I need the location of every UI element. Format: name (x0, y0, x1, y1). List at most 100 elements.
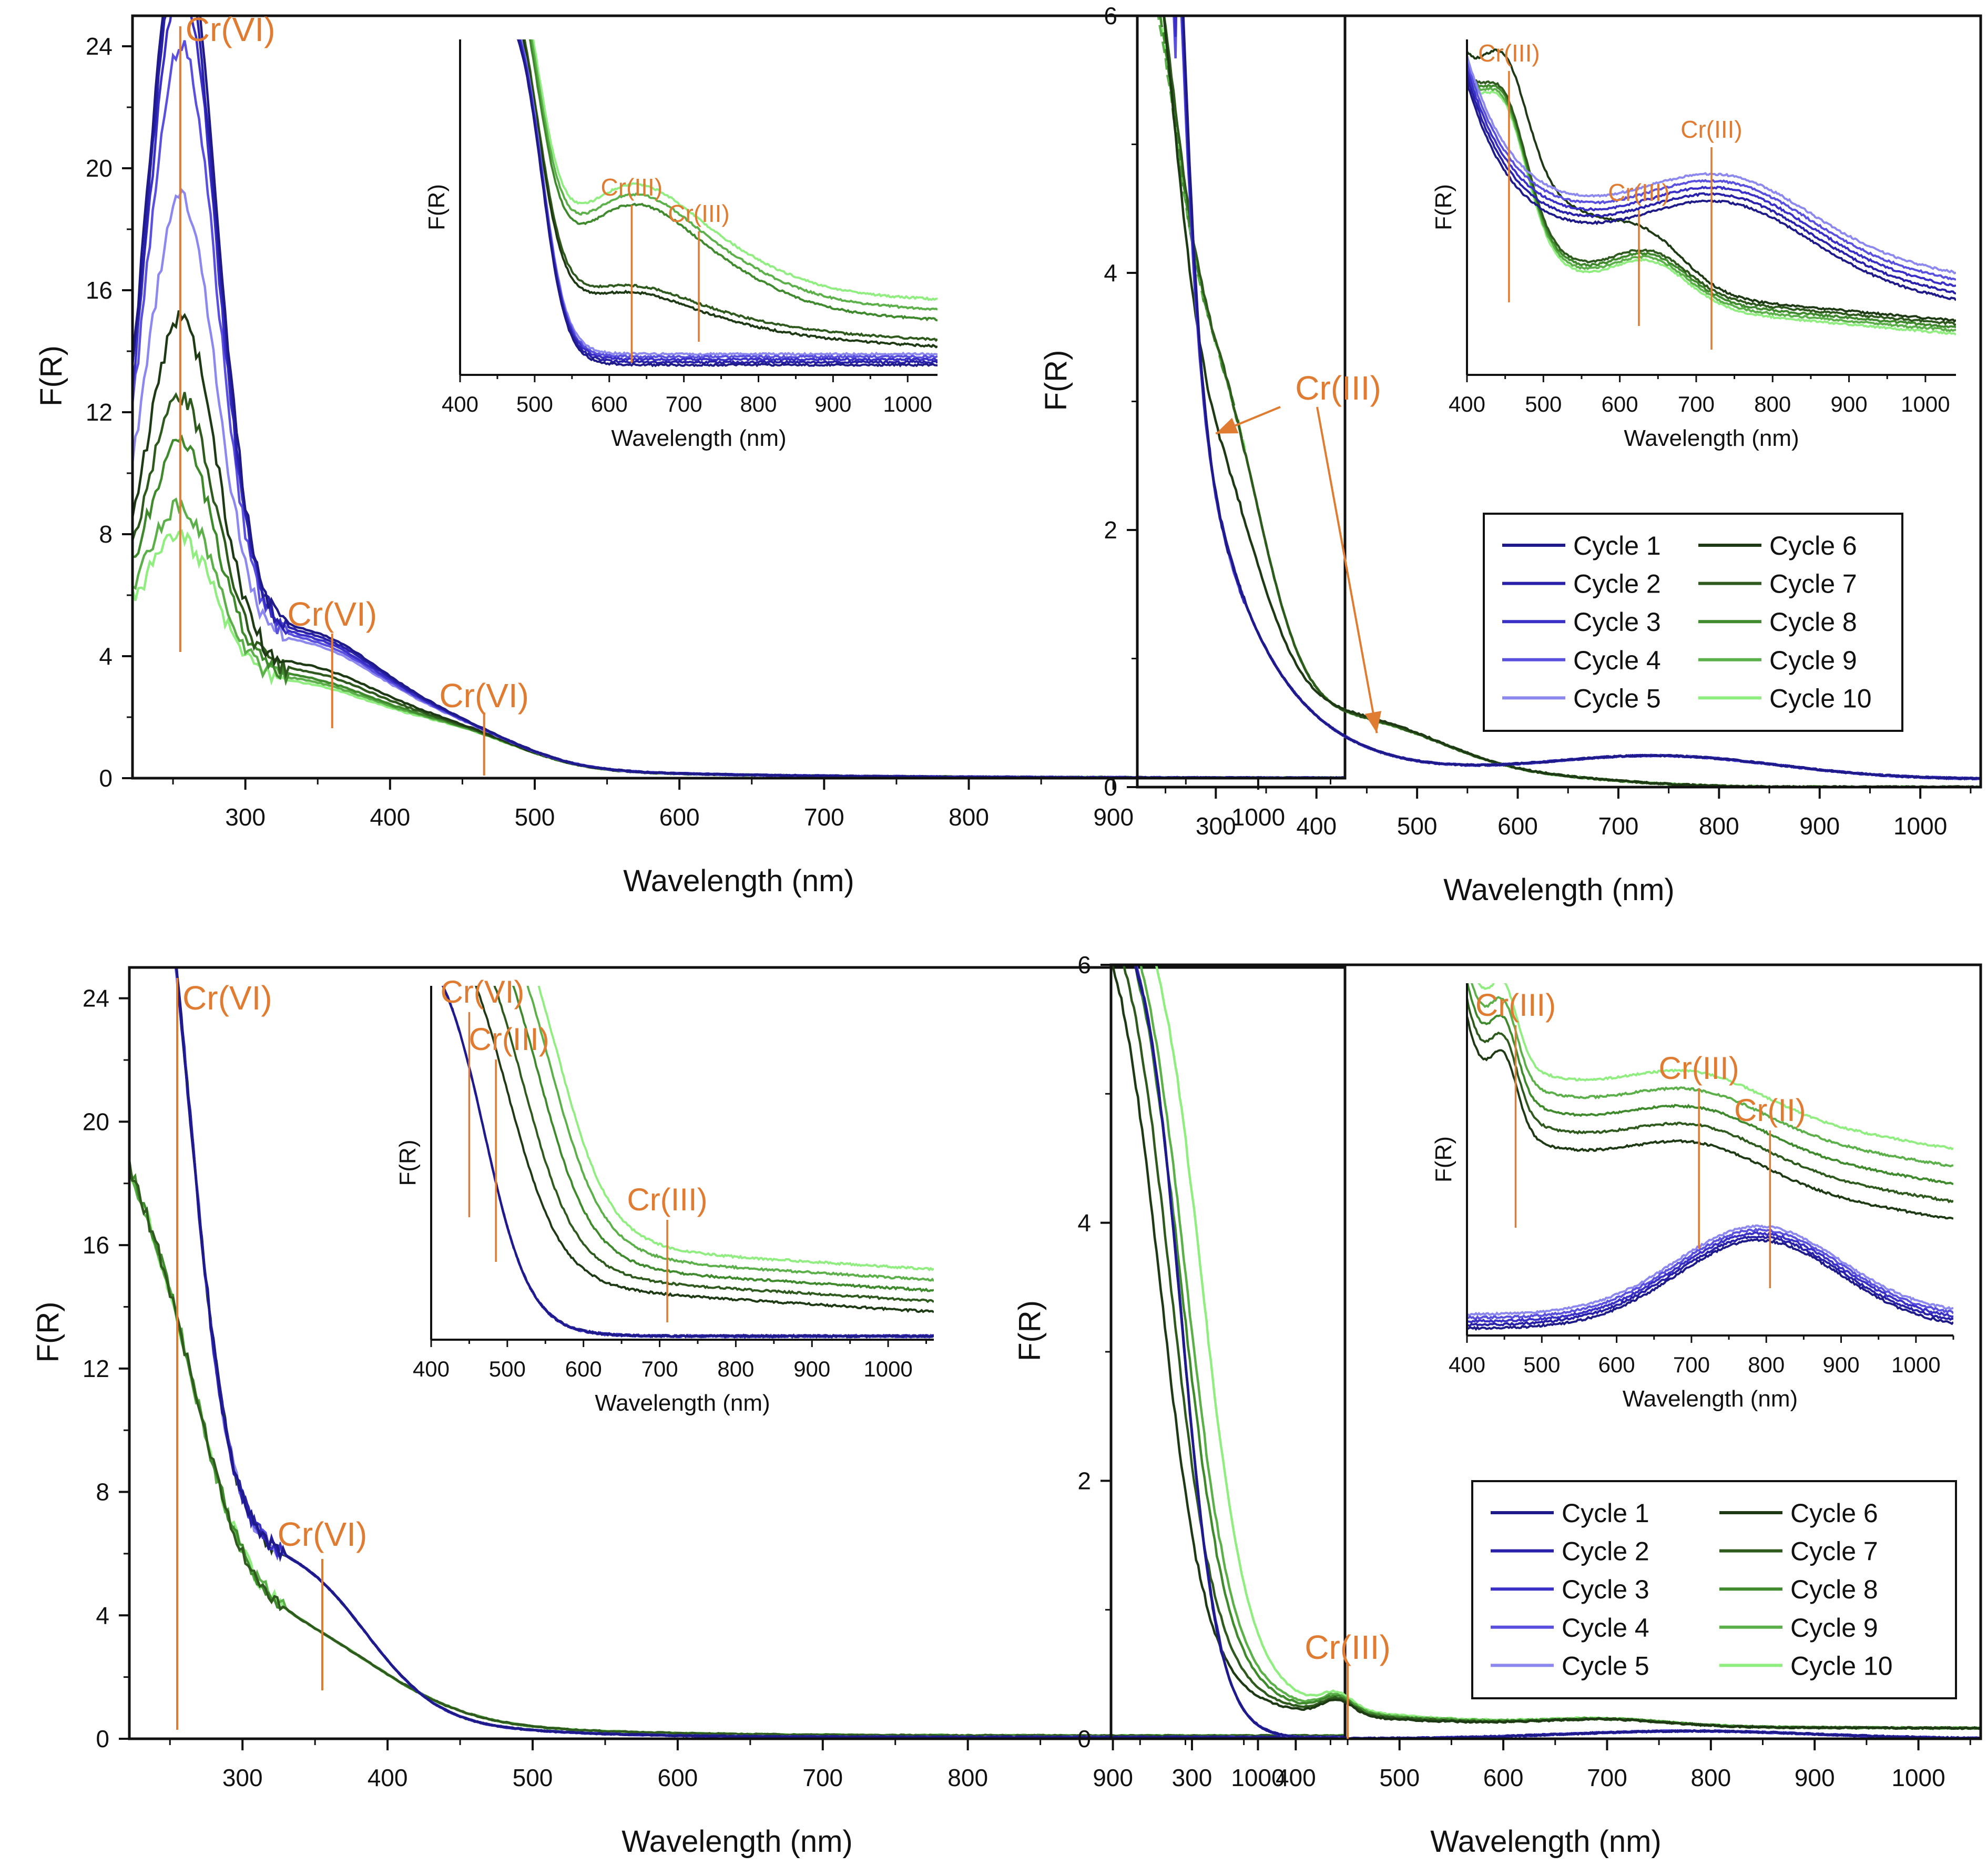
inset-x-tick-label: 800 (1754, 392, 1791, 416)
panel-d: 300 400 500 600 700 800 900 1000 0 2 4 6 Wavelength … (1013, 951, 1982, 1859)
x-axis-label: Wavelength (nm) (1443, 873, 1674, 907)
y-tick-label: 0 (96, 1725, 109, 1752)
x-tick-label: 500 (1379, 1764, 1420, 1791)
y-axis-label: F(R) (31, 1302, 65, 1363)
x-tick-label: 300 (222, 1764, 263, 1791)
y-tick-label: 12 (86, 399, 113, 426)
y-tick-label: 4 (96, 1602, 109, 1629)
inset-x-tick-label: 700 (1673, 1352, 1710, 1377)
x-axis-label: Wavelength (nm) (1430, 1824, 1661, 1859)
x-tick-label: 800 (1699, 812, 1739, 840)
inset-annotation-label: Cr(III) (468, 1022, 549, 1057)
series-group (129, 967, 1345, 1739)
inset-series-group (517, 39, 938, 368)
legend-entry: Cycle 3 (1573, 607, 1661, 637)
inset: 400 500 600 700 800 900 1000 Wavelength (nm) F(R… (1431, 983, 1954, 1412)
x-tick-label: 1000 (1893, 812, 1947, 840)
legend-entry: Cycle 1 (1573, 531, 1661, 560)
x-tick-label: 300 (1196, 812, 1236, 840)
inset-series-group (1467, 983, 1953, 1331)
inset-x-axis-label: Wavelength (nm) (611, 425, 786, 451)
x-tick-label: 400 (368, 1764, 408, 1791)
inset-y-axis-label: F(R) (1431, 184, 1456, 230)
annotation-label: Cr(VI) (439, 677, 529, 715)
y-tick-label: 20 (83, 1108, 109, 1135)
inset-annotation-label: Cr(III) (601, 174, 663, 201)
series-line-cycle-6 (1111, 965, 1981, 1730)
y-tick-label: 4 (99, 643, 113, 670)
inset: 400 500 600 700 800 900 1000 Wavelength (nm) F(R… (1431, 39, 1956, 451)
inset-series-line-cycle-7 (1467, 997, 1953, 1204)
inset-series-line-cycle-9 (526, 986, 934, 1282)
y-tick-label: 0 (1104, 773, 1117, 801)
inset-x-tick-label: 700 (641, 1357, 678, 1381)
panel-a: 300 400 500 600 700 800 900 100004812162024Wave… (34, 11, 1347, 898)
inset-series-line-cycle-10 (537, 986, 934, 1272)
inset-series-group (441, 986, 934, 1339)
x-tick-label: 1000 (1231, 803, 1285, 831)
legend-entry: Cycle 3 (1562, 1575, 1649, 1604)
inset-x-tick-label: 400 (442, 392, 478, 416)
inset-x-tick-label: 400 (413, 1357, 450, 1381)
inset-annotation-label: Cr(II) (1734, 1093, 1806, 1128)
legend-entry: Cycle 9 (1769, 646, 1857, 675)
inset-x-tick-label: 700 (1678, 392, 1715, 416)
y-tick-label: 2 (1077, 1467, 1091, 1494)
series-line-cycle-6 (133, 310, 1345, 778)
plot-frame (131, 14, 1347, 780)
legend-entry: Cycle 9 (1790, 1613, 1878, 1643)
series-group (1157, 16, 1981, 787)
inset-x-axis-label: Wavelength (nm) (595, 1390, 770, 1416)
inset-annotation-label: Cr(VI) (440, 974, 524, 1010)
x-tick-label: 700 (1598, 812, 1639, 840)
inset-bg (431, 986, 934, 1340)
legend-entry: Cycle 6 (1769, 531, 1857, 560)
y-tick-label: 24 (83, 985, 109, 1012)
x-tick-label: 900 (1093, 803, 1134, 831)
x-tick-label: 900 (1795, 1764, 1835, 1791)
inset-annotation-label: Cr(III) (1608, 179, 1670, 206)
inset-annotation-label: Cr(III) (1475, 987, 1556, 1023)
inset-x-tick-label: 1000 (1891, 1352, 1940, 1377)
x-tick-label: 800 (947, 1764, 988, 1791)
inset-x-tick-label: 600 (1602, 392, 1638, 416)
inset: 400 500 600 700 800 900 1000 Wavelength (nm) F(R… (395, 974, 934, 1416)
y-axis-label: F(R) (1013, 1300, 1047, 1361)
series-line-cycle-10 (133, 529, 1345, 778)
inset-x-tick-label: 600 (591, 392, 628, 416)
x-tick-label: 600 (659, 803, 700, 831)
inset-x-tick-label: 800 (1748, 1352, 1785, 1377)
inset-y-axis-label: F(R) (395, 1140, 421, 1186)
x-tick-label: 500 (1397, 812, 1438, 840)
legend: Cycle 1 Cycle 2 Cycle 3 Cycle 4 Cycle 5 Cycle… (1471, 1480, 1957, 1699)
inset-x-tick-label: 900 (1831, 392, 1868, 416)
y-tick-label: 8 (96, 1479, 109, 1506)
inset-x-tick-label: 400 (1449, 1352, 1485, 1377)
series-line-cycle-1 (1182, 16, 1981, 780)
annotation-label: Cr(III) (1295, 369, 1381, 407)
series-group (1111, 965, 1981, 1739)
x-tick-label: 800 (949, 803, 989, 831)
x-tick-label: 900 (1799, 812, 1840, 840)
x-tick-label: 400 (1276, 1764, 1316, 1791)
legend-entry: Cycle 5 (1562, 1651, 1649, 1680)
annotation-label: Cr(VI) (278, 1515, 368, 1553)
x-tick-label: 400 (1296, 812, 1337, 840)
legend-entry: Cycle 1 (1562, 1498, 1649, 1528)
inset-x-tick-label: 1000 (863, 1357, 912, 1381)
y-tick-label: 6 (1077, 951, 1091, 978)
inset-x-tick-label: 600 (1598, 1352, 1635, 1377)
annotation-arrow (1316, 406, 1378, 733)
inset-series-line-cycle-9 (531, 39, 938, 311)
inset-x-tick-label: 700 (666, 392, 702, 416)
inset-series-line-cycle-6 (475, 986, 934, 1313)
x-tick-label: 600 (658, 1764, 698, 1791)
x-tick-label: 1000 (1231, 1764, 1285, 1791)
legend-entry: Cycle 2 (1573, 569, 1661, 599)
inset-x-axis-label: Wavelength (nm) (1624, 425, 1799, 451)
inset-x-tick-label: 400 (1449, 392, 1485, 416)
inset-series-line-cycle-8 (1467, 983, 1953, 1185)
y-tick-label: 4 (1077, 1209, 1091, 1237)
inset-series-line-cycle-10 (532, 39, 938, 301)
